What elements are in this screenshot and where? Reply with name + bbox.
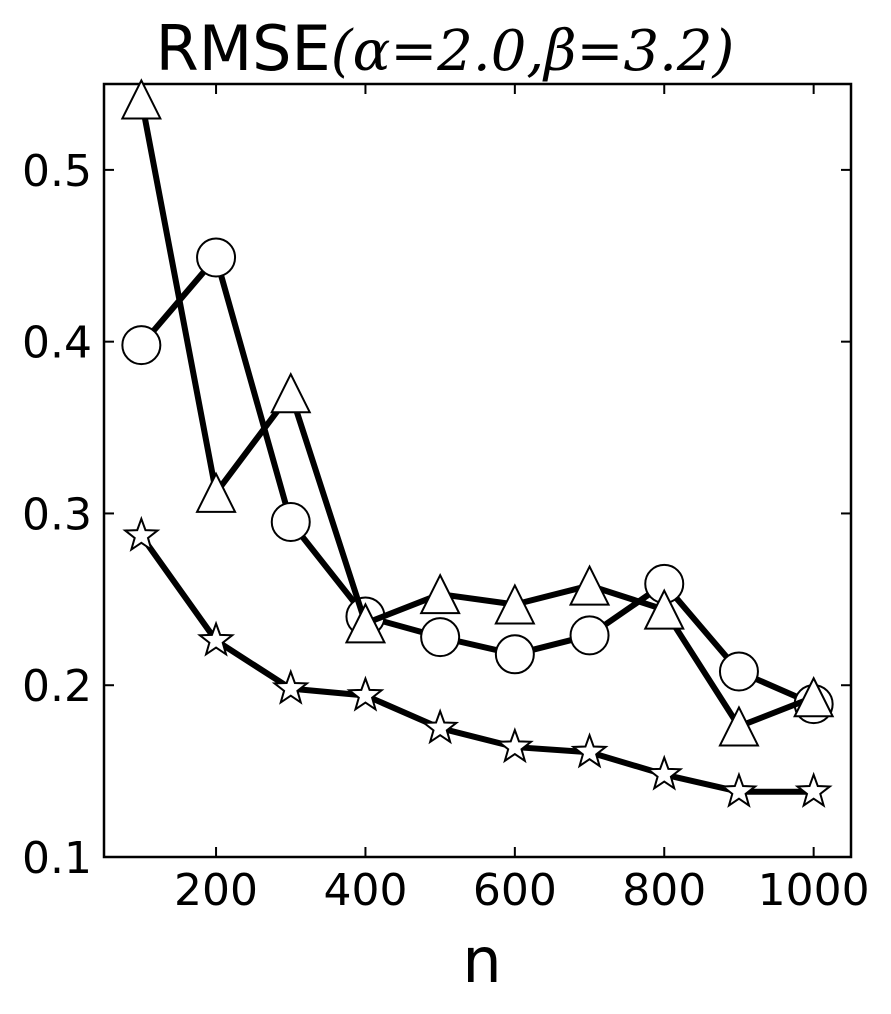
series-line-circle [139, 254, 815, 707]
y-tick-label: 0.5 [22, 146, 92, 197]
triangle-marker [270, 371, 312, 414]
chart-title-main: RMSE [156, 12, 331, 85]
triangle-marker [568, 564, 611, 606]
x-tick-label: 800 [622, 865, 706, 916]
triangle-marker [419, 572, 461, 615]
circle-marker [196, 237, 237, 278]
circle-marker [718, 651, 759, 692]
series-line-triangle [138, 98, 815, 730]
triangle-marker [195, 471, 237, 513]
star-marker [719, 771, 758, 808]
x-tick-label: 1000 [758, 865, 870, 916]
triangle-marker [793, 676, 835, 718]
star-marker [570, 732, 609, 769]
series-triangle [120, 78, 835, 747]
chart-title-params: (α=2.0,β=3.2) [331, 19, 735, 84]
star-marker [271, 668, 310, 705]
x-tick-label: 400 [323, 865, 407, 916]
y-tick-label: 0.4 [22, 318, 92, 369]
y-tick-label: 0.1 [22, 833, 92, 884]
star-marker [197, 620, 236, 657]
triangle-marker [494, 583, 536, 625]
triangle-marker [718, 705, 760, 747]
x-tick-label: 200 [174, 865, 258, 916]
circle-marker [270, 502, 311, 543]
circle-marker [569, 615, 610, 656]
series-star [122, 515, 833, 808]
star-marker [495, 727, 534, 764]
star-marker [645, 754, 684, 791]
star-marker [346, 675, 385, 712]
triangle-marker [120, 78, 162, 120]
star-marker [122, 515, 161, 552]
series-line-star [138, 534, 814, 795]
x-tick-label: 600 [473, 865, 557, 916]
y-tick-label: 0.3 [22, 489, 92, 540]
circle-marker [420, 617, 461, 658]
triangle-marker [344, 602, 387, 644]
x-axis-label: n [462, 924, 501, 997]
plot-frame [102, 82, 853, 859]
triangle-marker [643, 588, 685, 630]
star-marker [794, 771, 833, 808]
circle-marker [121, 325, 162, 366]
star-marker [421, 708, 460, 745]
chart-title: RMSE(α=2.0,β=3.2) [156, 12, 735, 85]
axis-ticks: 200 400 600 800 1000 0.1 0.2 0.3 0.4 0.5 [22, 84, 870, 916]
y-tick-label: 0.2 [22, 661, 92, 712]
plot-area [102, 78, 853, 859]
circle-marker [494, 634, 535, 675]
